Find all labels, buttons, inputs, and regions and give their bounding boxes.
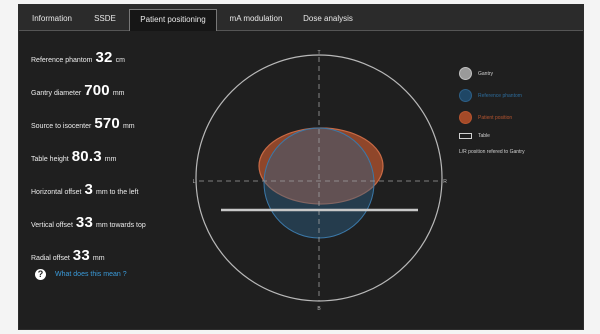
- vertical-offset-value: 33: [75, 214, 93, 231]
- table-height-value: 80.3: [71, 148, 102, 165]
- help-link[interactable]: What does this mean ?: [55, 271, 127, 278]
- table-height-label: Table height: [31, 156, 69, 163]
- tab-ssde[interactable]: SSDE: [94, 14, 116, 23]
- left-axis-label: L: [193, 179, 196, 185]
- radial-offset-row: Radial offset 33 mm: [31, 247, 105, 264]
- positioning-diagram: T B L R: [193, 50, 448, 312]
- phantom-swatch-icon: [459, 89, 472, 102]
- vertical-offset-label: Vertical offset: [31, 222, 73, 229]
- tab-dose-analysis[interactable]: Dose analysis: [303, 14, 353, 23]
- horizontal-offset-unit: mm to the left: [96, 189, 139, 196]
- gantry-swatch-icon: [459, 67, 472, 80]
- vertical-offset-row: Vertical offset 33 mm towards top: [31, 214, 146, 231]
- reference-phantom-row: Reference phantom 32 cm: [31, 49, 125, 66]
- legend-note: L/R position refered to Gantry: [459, 149, 525, 155]
- legend-patient-label: Patient position: [478, 114, 513, 121]
- table-height-row: Table height 80.3 mm: [31, 148, 116, 165]
- tab-bar: Information SSDE Patient positioning mA …: [19, 5, 583, 31]
- radial-offset-label: Radial offset: [31, 255, 70, 262]
- reference-phantom-value: 32: [95, 49, 113, 66]
- source-to-isocenter-unit: mm: [122, 123, 135, 130]
- table-height-unit: mm: [104, 156, 117, 163]
- tab-information[interactable]: Information: [31, 14, 73, 23]
- gantry-circle: [195, 54, 443, 302]
- legend-item-table: Table: [459, 133, 490, 139]
- radial-offset-value: 33: [72, 247, 90, 264]
- gantry-diameter-value: 700: [84, 82, 110, 99]
- source-to-isocenter-label: Source to isocenter: [31, 123, 92, 130]
- source-to-isocenter-value: 570: [94, 115, 120, 132]
- patient-swatch-icon: [459, 111, 472, 124]
- bottom-axis-label: B: [317, 306, 321, 312]
- gantry-diameter-label: Gantry diameter: [31, 90, 82, 97]
- question-circle-icon[interactable]: ?: [35, 269, 46, 280]
- reference-phantom-unit: cm: [115, 57, 125, 64]
- top-axis-label: T: [317, 50, 320, 56]
- tab-ma-modulation[interactable]: mA modulation: [229, 14, 283, 23]
- right-axis-label: R: [443, 179, 447, 185]
- horizontal-offset-label: Horizontal offset: [31, 189, 82, 196]
- legend-gantry-label: Gantry: [478, 70, 494, 77]
- legend-item-patient-position: Patient position: [459, 111, 512, 124]
- app-window: Information SSDE Patient positioning mA …: [18, 4, 584, 330]
- gantry-diameter-unit: mm: [112, 90, 125, 97]
- legend-phantom-label: Reference phantom: [478, 92, 522, 99]
- legend-table-label: Table: [478, 133, 490, 139]
- radial-offset-unit: mm: [92, 255, 105, 262]
- horizontal-offset-value: 3: [84, 181, 93, 198]
- source-to-isocenter-row: Source to isocenter 570 mm: [31, 115, 135, 132]
- table-swatch-icon: [459, 133, 472, 139]
- tab-patient-positioning[interactable]: Patient positioning: [129, 9, 217, 31]
- vertical-offset-unit: mm towards top: [96, 222, 146, 229]
- help-row[interactable]: ? What does this mean ?: [35, 269, 127, 280]
- reference-phantom-label: Reference phantom: [31, 57, 93, 64]
- legend-item-reference-phantom: Reference phantom: [459, 89, 522, 102]
- gantry-diameter-row: Gantry diameter 700 mm: [31, 82, 125, 99]
- horizontal-offset-row: Horizontal offset 3 mm to the left: [31, 181, 138, 198]
- legend-item-gantry: Gantry: [459, 67, 493, 80]
